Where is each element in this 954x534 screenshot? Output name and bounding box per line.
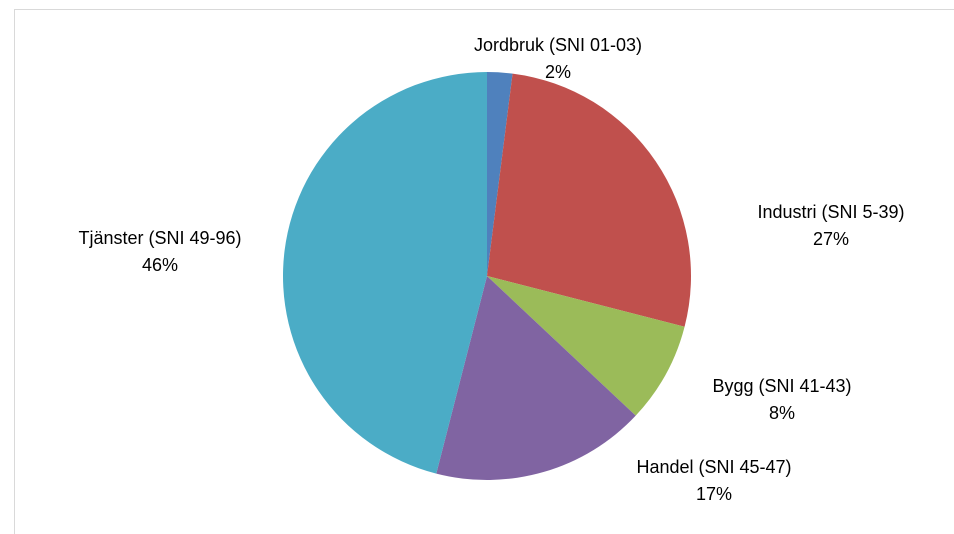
label-jordbruk-name: Jordbruk (SNI 01-03) <box>474 35 642 55</box>
pie-slice-handel <box>436 276 636 480</box>
pie-slice-jordbruk <box>487 72 513 276</box>
label-industri-percent: 27% <box>813 229 849 249</box>
pie-slices <box>282 72 691 480</box>
chart-area <box>14 9 954 534</box>
label-bygg-name: Bygg (SNI 41-43) <box>712 376 851 396</box>
label-tjanster-name: Tjänster (SNI 49-96) <box>78 228 241 248</box>
data-labels: Jordbruk (SNI 01-03) 2% Industri (SNI 5-… <box>78 35 904 504</box>
label-jordbruk-percent: 2% <box>545 62 571 82</box>
pie-slice-industri <box>487 73 691 327</box>
label-handel-percent: 17% <box>696 484 732 504</box>
label-industri-name: Industri (SNI 5-39) <box>757 202 904 222</box>
label-tjanster-percent: 46% <box>142 255 178 275</box>
label-bygg-percent: 8% <box>769 403 795 423</box>
label-handel-name: Handel (SNI 45-47) <box>636 457 791 477</box>
pie-slice-tjanster <box>282 72 487 474</box>
pie-slice-bygg <box>487 276 685 416</box>
